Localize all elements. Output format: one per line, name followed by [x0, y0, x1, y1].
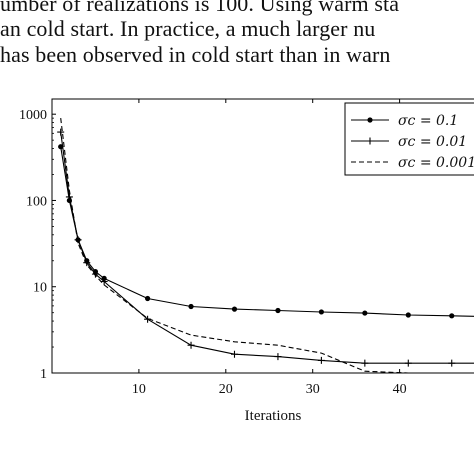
- x-tick-label: 10: [132, 382, 146, 397]
- legend-label-2: σc = 0.01: [398, 134, 467, 150]
- x-tick-label: 20: [219, 382, 233, 397]
- series-2-point: [65, 193, 73, 201]
- series-2-point: [230, 350, 238, 358]
- series-2-point: [317, 356, 325, 364]
- x-tick-label: 40: [393, 382, 407, 397]
- y-tick-label: 100: [26, 194, 47, 209]
- series-1-point: [362, 310, 368, 316]
- series-2-point: [404, 359, 412, 367]
- x-axis-title: Iterations: [245, 408, 302, 424]
- plot-frame: [51, 98, 474, 374]
- series-2-point: [91, 270, 99, 278]
- series-1-point: [188, 303, 194, 310]
- paragraph-line-3: has been observed in cold start than in …: [0, 42, 391, 67]
- series-2-point: [100, 277, 108, 285]
- legend-label-3: σc = 0.001: [398, 155, 474, 171]
- x-tick-label: 30: [306, 382, 320, 397]
- legend-marker-dot: [367, 117, 373, 123]
- y-tick-label: 1000: [19, 108, 47, 123]
- legend-box: [344, 102, 474, 176]
- y-tick-label: 10: [33, 281, 47, 296]
- series-2-point: [448, 359, 456, 367]
- series-2-point: [361, 359, 369, 367]
- series-1-point: [318, 309, 324, 315]
- series-1-point: [231, 306, 238, 312]
- legend-label-1: σc = 0.1: [398, 113, 458, 129]
- series-1-point: [275, 307, 281, 314]
- y-tick-label: 1: [40, 367, 47, 382]
- series-2-point: [57, 128, 65, 136]
- paragraph-line-1: umber of realizations is 100. Using warm…: [0, 0, 400, 16]
- series-2-point: [274, 353, 282, 361]
- series-2-point: [83, 259, 91, 267]
- paragraph-line-2: an cold start. In practice, a much large…: [0, 16, 376, 41]
- legend-marker-plus: [366, 137, 374, 145]
- series-2-point: [187, 341, 195, 349]
- series-1-point: [144, 295, 151, 302]
- series-1-point: [449, 313, 455, 319]
- series-1-point: [405, 312, 411, 318]
